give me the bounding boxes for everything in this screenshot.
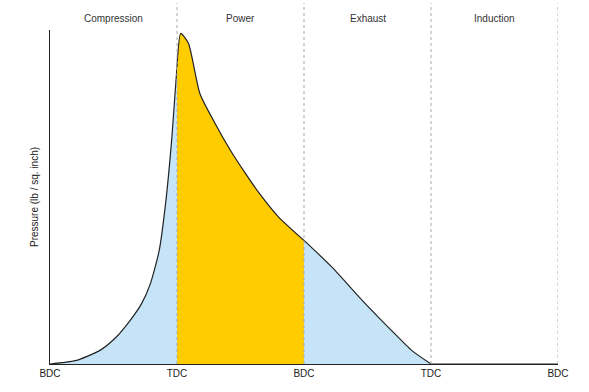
svg-text:Compression: Compression (84, 13, 143, 24)
svg-text:Induction: Induction (474, 13, 515, 24)
svg-text:TDC: TDC (167, 368, 188, 379)
svg-text:TDC: TDC (421, 368, 442, 379)
svg-text:BDC: BDC (547, 368, 568, 379)
svg-text:Pressure (lb / sq. inch): Pressure (lb / sq. inch) (29, 147, 40, 247)
svg-text:Exhaust: Exhaust (350, 13, 386, 24)
svg-text:BDC: BDC (39, 368, 60, 379)
svg-text:BDC: BDC (293, 368, 314, 379)
svg-text:Power: Power (226, 13, 255, 24)
